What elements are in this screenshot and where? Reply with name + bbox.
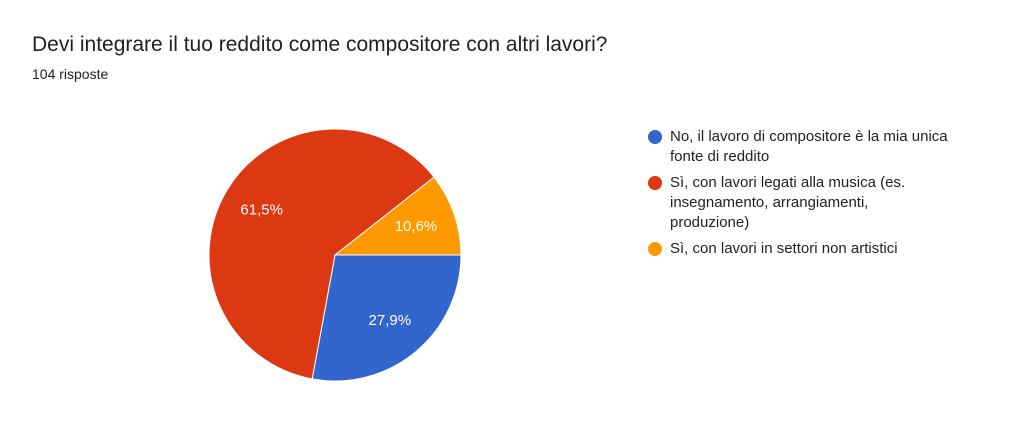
pie-slice bbox=[333, 176, 462, 256]
pie-slice bbox=[311, 254, 462, 382]
legend-item: No, il lavoro di compositore è la mia un… bbox=[648, 127, 948, 167]
legend-item: Sì, con lavori in settori non artistici bbox=[648, 239, 948, 259]
legend-label: Sì, con lavori in settori non artistici bbox=[670, 240, 898, 257]
pie-slice bbox=[208, 128, 435, 380]
legend-label: No, il lavoro di compositore è la mia un… bbox=[670, 128, 948, 165]
legend-item: Sì, con lavori legati alla musica (es. i… bbox=[648, 173, 948, 233]
legend-swatch bbox=[648, 242, 662, 256]
legend-swatch bbox=[648, 130, 662, 144]
legend-swatch bbox=[648, 176, 662, 190]
legend: No, il lavoro di compositore è la mia un… bbox=[648, 127, 948, 265]
legend-label: Sì, con lavori legati alla musica (es. i… bbox=[670, 174, 906, 231]
slice-label: 61,5% bbox=[240, 202, 283, 219]
chart-title: Devi integrare il tuo reddito come compo… bbox=[32, 33, 608, 56]
slice-label: 10,6% bbox=[395, 218, 438, 235]
slice-label: 27,9% bbox=[369, 312, 412, 329]
chart-subtitle: 104 risposte bbox=[32, 66, 109, 82]
